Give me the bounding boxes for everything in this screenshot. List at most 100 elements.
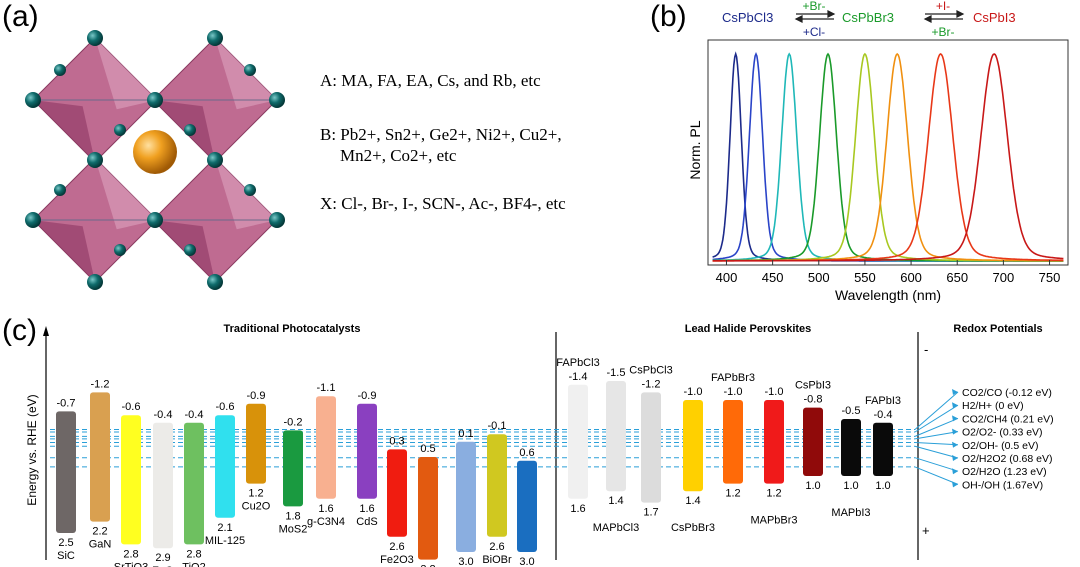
band-rect bbox=[873, 422, 893, 476]
material-name-label: CdS bbox=[356, 516, 377, 528]
exchange-arrow-1 bbox=[794, 10, 836, 23]
arrow1-bottom-label: +Cl- bbox=[803, 25, 825, 39]
vb-value-label: 2.2 bbox=[92, 526, 107, 538]
x-site-atom bbox=[244, 64, 256, 76]
redox-label: O2/H2O (1.23 eV) bbox=[962, 466, 1047, 478]
redox-arrowhead bbox=[952, 402, 958, 409]
material-name-label: MAPbBr3 bbox=[750, 515, 797, 527]
x-axis-label: Wavelength (nm) bbox=[835, 287, 941, 303]
x-site-atom bbox=[207, 152, 223, 168]
vb-value-label: 3.0 bbox=[519, 556, 534, 567]
band-bar-cspbcl3: -1.2 1.7 CsPbCl3 bbox=[629, 364, 672, 518]
redox-label: O2/H2O2 (0.68 eV) bbox=[962, 453, 1052, 465]
x-site-atom bbox=[87, 152, 103, 168]
cb-value-label: -0.6 bbox=[216, 401, 235, 413]
pl-curve-468 bbox=[712, 52, 1064, 262]
band-rect bbox=[316, 396, 336, 499]
pl-curve-410 bbox=[712, 51, 1064, 262]
band-bar-fapbi3: -0.4 1.0 FAPbI3 bbox=[865, 395, 901, 492]
vb-value-label: 3.2 bbox=[420, 564, 435, 567]
material-name-label: CsPbBr3 bbox=[671, 522, 715, 534]
material-name-label: CsPbCl3 bbox=[629, 364, 672, 376]
band-rect bbox=[641, 392, 661, 503]
material-name-label: GaN bbox=[89, 539, 112, 551]
octahedron-4 bbox=[152, 157, 278, 283]
x-site-atom bbox=[54, 184, 66, 196]
material-name-label: FAPbBr3 bbox=[711, 372, 755, 384]
redox-labels: CO2/CO (-0.12 eV)H2/H+ (0 eV)CO2/CH4 (0.… bbox=[962, 387, 1054, 491]
redox-label: OH-/OH (1.67eV) bbox=[962, 479, 1043, 491]
band-rect bbox=[568, 384, 588, 499]
legend-x-site: X: Cl-, Br-, I-, SCN-, Ac-, BF4-, etc bbox=[320, 194, 566, 213]
x-tick-label: 550 bbox=[854, 270, 876, 285]
band-bar-mapbbr3: -1.0 1.2 MAPbBr3 bbox=[750, 386, 797, 527]
band-rect bbox=[764, 400, 784, 484]
material-name-label: BiOBr bbox=[482, 554, 512, 566]
cb-value-label: 0.5 bbox=[420, 443, 435, 455]
vb-value-label: 1.2 bbox=[725, 488, 740, 500]
vb-value-label: 1.8 bbox=[285, 510, 300, 522]
redox-arrowhead bbox=[952, 389, 958, 395]
x-site-atom bbox=[25, 92, 41, 108]
band-rect bbox=[153, 422, 173, 549]
arrow2-bottom-label: +Br- bbox=[931, 25, 954, 39]
band-bar-mapbi3: -0.5 1.0 MAPbI3 bbox=[831, 405, 870, 519]
x-site-atom bbox=[114, 244, 126, 256]
pl-curve-432 bbox=[712, 51, 1064, 262]
cb-value-label: 0.3 bbox=[389, 435, 404, 447]
cb-value-label: -0.9 bbox=[247, 390, 266, 402]
band-bar-tio2: -0.4 2.8TiO2 bbox=[182, 409, 205, 567]
cb-value-label: -1.0 bbox=[765, 386, 784, 398]
redox-arrowhead bbox=[952, 468, 958, 475]
x-site-atom bbox=[207, 274, 223, 290]
x-site-atom bbox=[114, 124, 126, 136]
redox-label: O2/OH- (0.5 eV) bbox=[962, 440, 1038, 452]
x-site-atom bbox=[207, 30, 223, 46]
pl-curve-632 bbox=[712, 53, 1064, 262]
cb-value-label: -0.5 bbox=[842, 405, 861, 417]
x-site-atom bbox=[54, 64, 66, 76]
x-tick-label: 650 bbox=[946, 270, 968, 285]
group-title-redox: Redox Potentials bbox=[953, 323, 1042, 335]
redox-arrowhead bbox=[952, 481, 958, 488]
redox-arrow bbox=[914, 417, 959, 437]
band-bar-bivo4: 0.63.0BiVO4 bbox=[517, 447, 537, 567]
vb-value-label: 1.0 bbox=[843, 480, 858, 492]
group-title-perovskites: Lead Halide Perovskites bbox=[685, 323, 812, 335]
x-site-atom bbox=[244, 184, 256, 196]
band-rect bbox=[357, 403, 377, 499]
material-name-label: MIL-125 bbox=[205, 535, 245, 547]
band-bar-wo3: 0.53.2WO3 bbox=[418, 443, 438, 567]
cb-value-label: -0.9 bbox=[358, 390, 377, 402]
pl-spectra-chart: 400 450 500 550 600 650 700 750 Wavelength (nm)… bbox=[687, 0, 1069, 303]
legend-b-line2: Mn2+, Co2+, etc bbox=[340, 146, 457, 165]
label-cspbi3: CsPbI3 bbox=[973, 10, 1016, 25]
band-rect bbox=[841, 419, 861, 476]
cb-value-label: -0.4 bbox=[185, 409, 204, 421]
redox-label: CO2/CH4 (0.21 eV) bbox=[962, 413, 1054, 425]
label-cspbbr3: CsPbBr3 bbox=[842, 10, 894, 25]
band-rect bbox=[683, 400, 703, 492]
cb-value-label: -1.0 bbox=[684, 386, 703, 398]
cb-value-label: -1.1 bbox=[317, 382, 336, 394]
band-rect bbox=[121, 415, 141, 545]
redox-label: H2/H+ (0 eV) bbox=[962, 400, 1024, 412]
redox-arrowhead bbox=[952, 415, 958, 422]
cb-value-label: -1.0 bbox=[724, 386, 743, 398]
x-site-atom bbox=[184, 244, 196, 256]
vb-value-label: 1.2 bbox=[766, 488, 781, 500]
vb-value-label: 1.6 bbox=[570, 503, 585, 515]
material-name-label: SiC bbox=[57, 550, 75, 562]
legend-b-site: B: Pb2+, Sn2+, Ge2+, Ni2+, Cu2+, Mn2+, C… bbox=[320, 124, 562, 166]
vb-value-label: 2.8 bbox=[186, 548, 201, 560]
plot-frame bbox=[707, 39, 1069, 266]
x-site-atom bbox=[184, 124, 196, 136]
material-name-label: SrTiO3 bbox=[114, 561, 148, 567]
band-rect bbox=[606, 381, 626, 492]
cb-value-label: -0.7 bbox=[57, 397, 76, 409]
vb-value-label: 2.1 bbox=[217, 522, 232, 534]
